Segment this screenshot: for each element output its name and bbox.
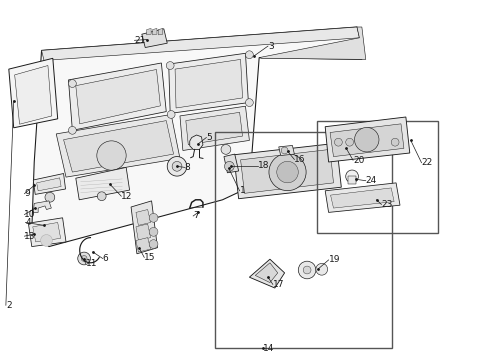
Circle shape: [167, 111, 175, 118]
Text: 17: 17: [272, 280, 284, 289]
Polygon shape: [347, 176, 355, 184]
Circle shape: [390, 138, 398, 146]
Circle shape: [166, 62, 174, 69]
Circle shape: [68, 126, 76, 134]
Text: 23: 23: [381, 200, 392, 209]
Text: 7: 7: [193, 211, 199, 220]
Polygon shape: [152, 28, 157, 35]
Circle shape: [303, 266, 310, 274]
Circle shape: [354, 127, 378, 152]
Circle shape: [245, 51, 253, 59]
Polygon shape: [325, 183, 399, 212]
Circle shape: [81, 256, 87, 261]
Text: 13: 13: [24, 232, 36, 240]
Polygon shape: [255, 263, 277, 283]
Circle shape: [345, 138, 353, 146]
Polygon shape: [233, 143, 341, 199]
Text: 14: 14: [263, 344, 274, 353]
Circle shape: [167, 157, 186, 176]
Circle shape: [345, 170, 358, 183]
Circle shape: [334, 138, 342, 146]
Polygon shape: [41, 27, 359, 60]
Text: 15: 15: [144, 253, 156, 262]
Polygon shape: [224, 154, 238, 173]
Polygon shape: [33, 201, 51, 212]
Text: 3: 3: [267, 41, 273, 50]
Text: 6: 6: [102, 254, 108, 263]
Polygon shape: [185, 112, 242, 145]
Circle shape: [149, 213, 158, 222]
Text: 2: 2: [6, 301, 12, 310]
Polygon shape: [63, 121, 173, 172]
Text: 4: 4: [25, 218, 31, 227]
Circle shape: [149, 240, 158, 248]
Text: 10: 10: [24, 210, 36, 219]
Polygon shape: [33, 221, 46, 229]
Polygon shape: [329, 124, 403, 157]
Polygon shape: [240, 149, 333, 193]
Polygon shape: [249, 259, 284, 288]
Polygon shape: [142, 29, 167, 48]
Polygon shape: [158, 28, 163, 35]
Polygon shape: [136, 210, 150, 225]
Polygon shape: [28, 218, 66, 247]
Text: 8: 8: [184, 163, 190, 172]
Polygon shape: [146, 28, 151, 35]
Polygon shape: [56, 114, 180, 177]
Circle shape: [45, 192, 55, 202]
Circle shape: [298, 261, 315, 279]
Polygon shape: [259, 27, 365, 59]
Circle shape: [245, 99, 253, 107]
Circle shape: [97, 141, 126, 170]
Circle shape: [78, 252, 90, 265]
Circle shape: [221, 144, 230, 154]
Polygon shape: [32, 27, 361, 247]
Circle shape: [149, 228, 158, 236]
Text: 21: 21: [134, 36, 145, 45]
Circle shape: [268, 153, 305, 191]
Text: 24: 24: [365, 176, 376, 185]
Text: 16: 16: [294, 155, 305, 164]
Polygon shape: [131, 201, 157, 254]
Polygon shape: [33, 222, 61, 242]
Text: 5: 5: [206, 133, 212, 142]
Circle shape: [172, 161, 182, 171]
Polygon shape: [325, 117, 409, 162]
Polygon shape: [189, 135, 203, 149]
Text: 11: 11: [85, 259, 97, 268]
Text: 1: 1: [239, 186, 245, 195]
Text: 19: 19: [328, 255, 340, 264]
Polygon shape: [278, 145, 294, 156]
Polygon shape: [180, 106, 249, 150]
Circle shape: [41, 235, 52, 246]
Text: 20: 20: [352, 156, 364, 165]
Polygon shape: [33, 174, 65, 194]
Circle shape: [346, 144, 355, 153]
Text: 9: 9: [24, 189, 30, 198]
Circle shape: [68, 80, 76, 87]
Circle shape: [97, 192, 106, 201]
Bar: [215, 132, 391, 348]
Text: 18: 18: [258, 161, 269, 170]
Polygon shape: [175, 59, 242, 108]
Polygon shape: [168, 53, 248, 113]
Polygon shape: [330, 188, 393, 208]
Polygon shape: [342, 142, 364, 154]
Polygon shape: [136, 224, 150, 240]
Polygon shape: [76, 167, 129, 200]
Circle shape: [281, 147, 287, 154]
Circle shape: [315, 264, 327, 275]
Polygon shape: [76, 69, 160, 124]
Polygon shape: [68, 63, 166, 130]
Polygon shape: [136, 238, 150, 252]
Text: 12: 12: [121, 192, 132, 201]
Circle shape: [276, 161, 298, 183]
Text: 22: 22: [421, 158, 432, 167]
Polygon shape: [15, 66, 52, 124]
Circle shape: [224, 161, 234, 171]
Bar: [316, 121, 437, 233]
Polygon shape: [9, 58, 58, 128]
Polygon shape: [37, 178, 61, 191]
